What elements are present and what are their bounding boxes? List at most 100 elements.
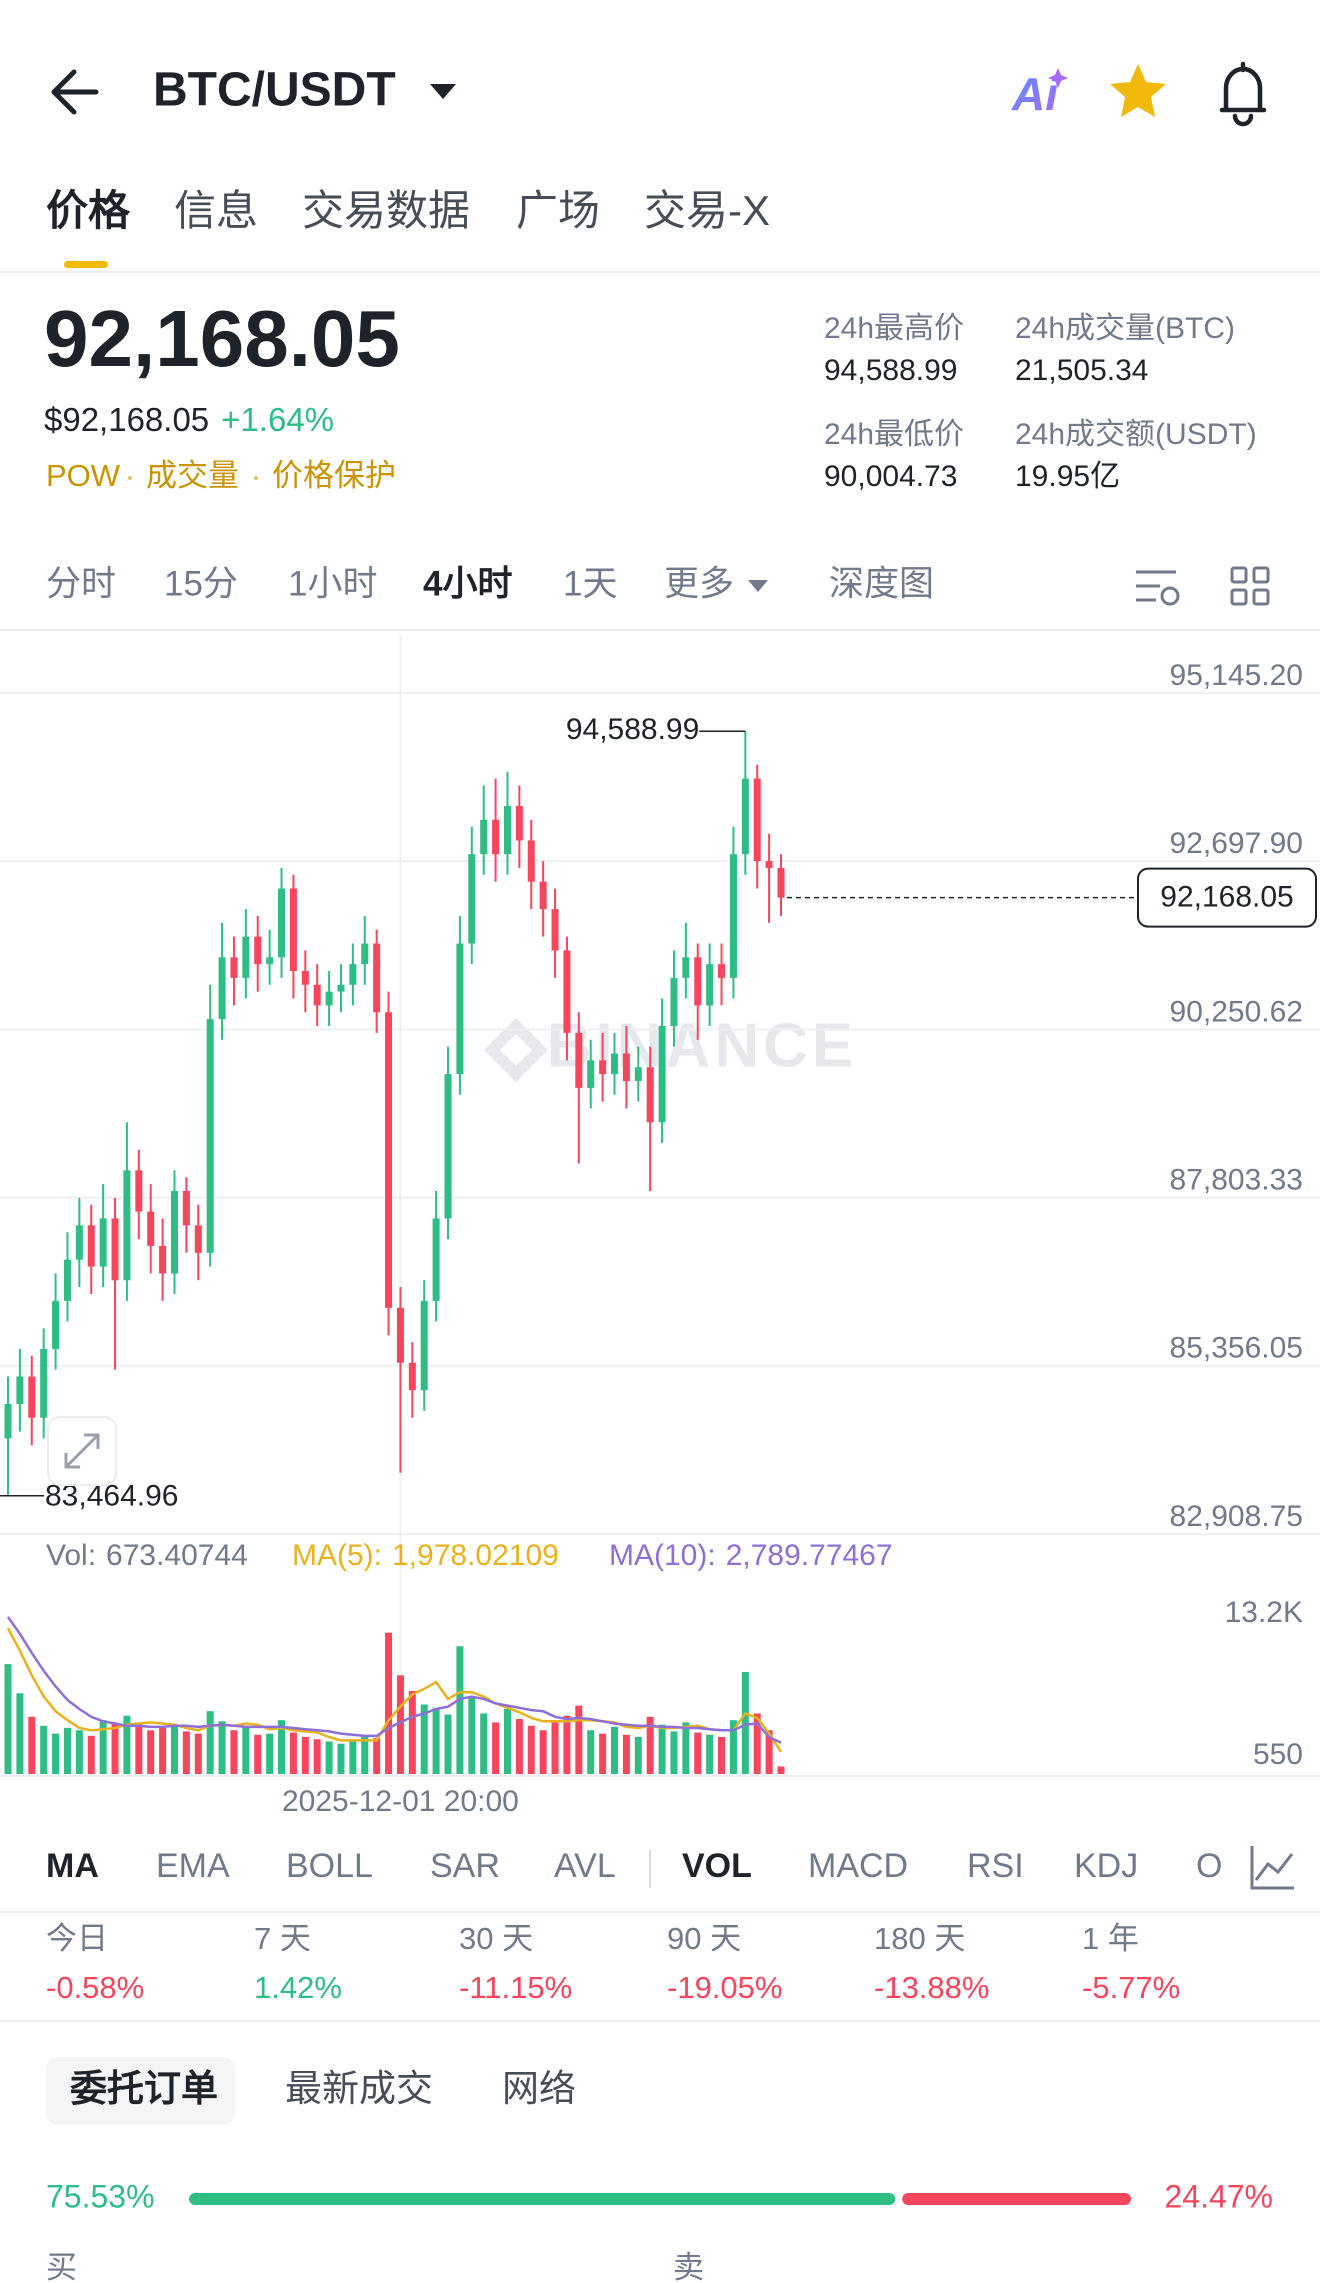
alert-bell[interactable] bbox=[1219, 61, 1267, 127]
tab[interactable]: 信息 bbox=[174, 187, 258, 234]
volume-bar bbox=[349, 1740, 357, 1774]
indicator-tab[interactable]: MA bbox=[46, 1847, 99, 1885]
watermark: BINANCE bbox=[547, 1011, 857, 1080]
indicator-tab[interactable]: O bbox=[1196, 1847, 1222, 1885]
candle-body bbox=[361, 943, 369, 965]
high-label: 94,588.99 bbox=[566, 713, 699, 746]
volume-bar bbox=[420, 1704, 428, 1774]
candle-body bbox=[670, 977, 678, 1027]
period-label: 1 年 bbox=[1082, 1921, 1139, 1956]
volume-bar bbox=[135, 1722, 143, 1774]
price-tag[interactable]: 价格保护 bbox=[272, 458, 396, 493]
candle-body bbox=[563, 950, 571, 1033]
volume-bar bbox=[777, 1766, 785, 1774]
interval-tab[interactable]: 1天 bbox=[563, 564, 617, 603]
volume-bar bbox=[325, 1741, 333, 1774]
volume-bar bbox=[278, 1720, 286, 1774]
volume-bar bbox=[694, 1732, 702, 1774]
depth-tab[interactable]: 深度图 bbox=[829, 564, 934, 603]
volume-bar bbox=[170, 1724, 178, 1774]
volume-bar bbox=[658, 1724, 666, 1774]
stat-value: 21,505.34 bbox=[1015, 354, 1148, 387]
volume-bar bbox=[40, 1725, 48, 1774]
tab[interactable]: 交易数据 bbox=[302, 187, 470, 234]
order-tab[interactable]: 最新成交 bbox=[285, 2068, 433, 2109]
candle-body bbox=[325, 991, 333, 1006]
indicator-tab[interactable]: BOLL bbox=[286, 1847, 373, 1885]
indicator-tab[interactable]: RSI bbox=[967, 1847, 1024, 1885]
interval-tab[interactable]: 更多 bbox=[664, 564, 734, 603]
indicator-tab[interactable]: KDJ bbox=[1074, 1847, 1138, 1885]
buy-ratio-label: 75.53% bbox=[46, 2178, 155, 2214]
volume-bar bbox=[373, 1738, 381, 1774]
legend-value: 2,789.77467 bbox=[726, 1539, 893, 1572]
favorite-star[interactable] bbox=[1110, 64, 1166, 117]
tab[interactable]: 交易-X bbox=[644, 187, 770, 234]
candle-body bbox=[718, 964, 726, 978]
ai-button[interactable]: Ai bbox=[1011, 68, 1059, 120]
candle-body bbox=[159, 1245, 167, 1274]
back-button[interactable] bbox=[51, 69, 99, 115]
candle-body bbox=[63, 1259, 71, 1301]
more-dropdown bbox=[748, 580, 768, 592]
candle-body bbox=[729, 854, 737, 978]
period-change: -5.77% bbox=[1082, 1970, 1180, 2005]
interval-tab[interactable]: 4小时 bbox=[423, 564, 512, 603]
indicator-settings[interactable] bbox=[1250, 1846, 1294, 1890]
indicator-tab[interactable]: VOL bbox=[682, 1847, 752, 1885]
indicator-tab[interactable]: MACD bbox=[808, 1847, 908, 1885]
volume-bar bbox=[444, 1714, 452, 1774]
candle-body bbox=[266, 957, 274, 965]
period-change: -11.15% bbox=[459, 1970, 572, 2005]
price-tag[interactable]: POW bbox=[46, 458, 121, 493]
interval-tab[interactable]: 15分 bbox=[164, 564, 238, 603]
legend-name: Vol: bbox=[46, 1539, 96, 1572]
interval-tab[interactable]: 分时 bbox=[46, 564, 116, 603]
order-tab[interactable]: 网络 bbox=[502, 2068, 576, 2109]
candle-body bbox=[741, 778, 749, 855]
volume-bar bbox=[194, 1733, 202, 1774]
candle-body bbox=[765, 861, 773, 868]
volume-bar bbox=[729, 1720, 737, 1774]
chart-settings[interactable] bbox=[1136, 570, 1176, 602]
tab[interactable]: 广场 bbox=[516, 187, 600, 234]
candle-body bbox=[444, 1074, 452, 1219]
volume-bar bbox=[206, 1711, 214, 1774]
stat-label: 24h最低价 bbox=[824, 418, 964, 451]
y-tick-label: 92,697.90 bbox=[1170, 827, 1303, 860]
volume-bar bbox=[682, 1722, 690, 1774]
price-tag[interactable]: 成交量 bbox=[146, 458, 239, 493]
tab[interactable]: 价格 bbox=[46, 187, 131, 234]
period-label: 7 天 bbox=[254, 1921, 311, 1956]
indicator-tab[interactable]: AVL bbox=[554, 1847, 616, 1885]
interval-tab[interactable]: 1小时 bbox=[288, 564, 377, 603]
volume-bar bbox=[75, 1730, 83, 1774]
volume-bar bbox=[28, 1716, 36, 1774]
volume-bar bbox=[587, 1730, 595, 1774]
y-tick-label: 87,803.33 bbox=[1170, 1164, 1303, 1197]
vol-tick-label: 13.2K bbox=[1225, 1596, 1303, 1629]
volume-bar bbox=[182, 1731, 190, 1774]
volume-bar bbox=[741, 1671, 749, 1774]
candle-body bbox=[40, 1349, 48, 1418]
candle-body bbox=[408, 1362, 416, 1391]
candle-body bbox=[420, 1300, 428, 1391]
pair-title[interactable]: BTC/USDT bbox=[153, 64, 396, 117]
candle-body bbox=[694, 957, 702, 1006]
candle-body bbox=[4, 1404, 12, 1439]
indicator-tab[interactable]: EMA bbox=[156, 1847, 230, 1885]
period-change: -19.05% bbox=[667, 1970, 782, 2005]
pair-dropdown[interactable] bbox=[430, 84, 456, 99]
stat-value: 19.95亿 bbox=[1015, 460, 1120, 493]
last-price-box[interactable] bbox=[1137, 867, 1317, 928]
indicator-tab[interactable]: SAR bbox=[430, 1847, 500, 1885]
y-tick-label: 82,908.75 bbox=[1170, 1500, 1303, 1533]
watermark-logo bbox=[484, 1018, 548, 1082]
candle-body bbox=[337, 984, 345, 992]
period-label: 90 天 bbox=[667, 1921, 741, 1956]
vol-legend: MA(5): 1,978.02109 bbox=[292, 1539, 559, 1572]
volume-bar bbox=[575, 1705, 583, 1774]
order-tab[interactable]: 委托订单 bbox=[70, 2068, 218, 2109]
layout-toggle[interactable] bbox=[1230, 566, 1270, 606]
usd-price-line: $92,168.05 +1.64% bbox=[44, 401, 334, 438]
